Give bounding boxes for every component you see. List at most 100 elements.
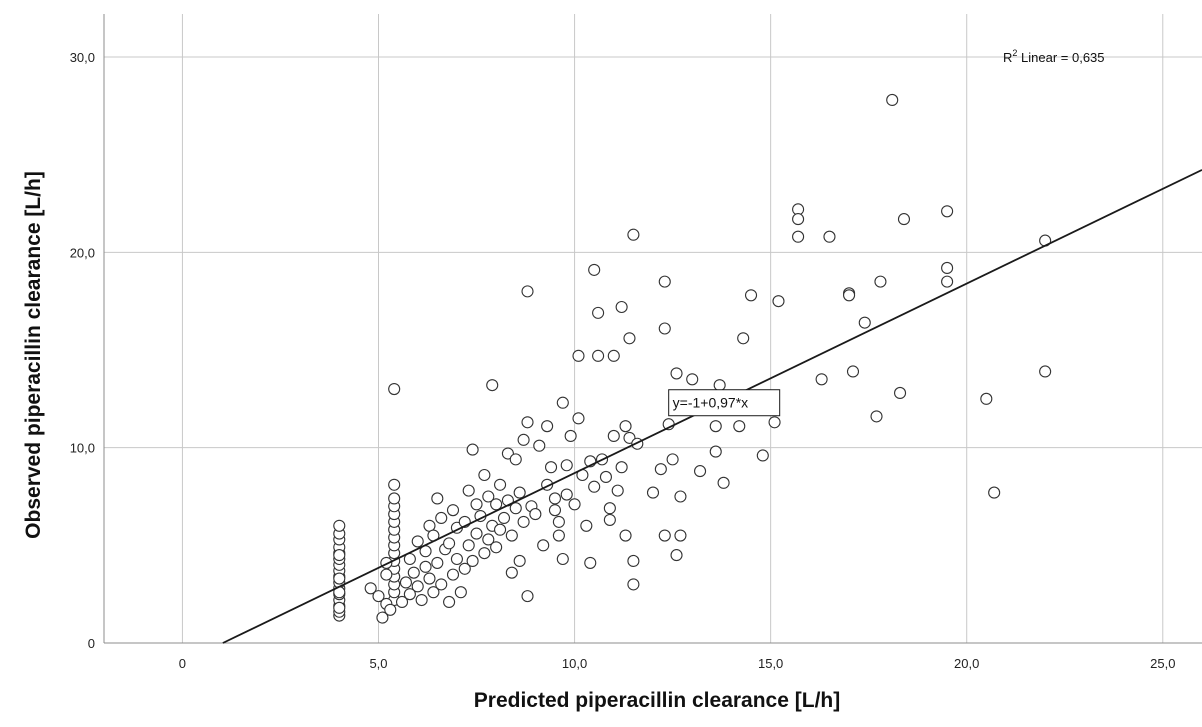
data-point	[623, 332, 636, 345]
data-point	[556, 396, 569, 409]
data-point	[709, 420, 722, 433]
data-point	[431, 492, 444, 505]
data-point	[435, 511, 448, 525]
data-point	[399, 576, 413, 589]
data-point	[470, 527, 483, 540]
data-point	[403, 588, 416, 601]
data-point	[537, 539, 550, 552]
data-point	[556, 552, 569, 566]
data-point	[533, 439, 546, 452]
data-point	[470, 498, 483, 511]
data-point	[858, 316, 871, 329]
data-point	[458, 562, 471, 575]
data-point	[435, 578, 448, 591]
data-point	[658, 275, 671, 288]
data-point	[674, 529, 687, 542]
data-point	[478, 468, 491, 482]
data-point	[427, 586, 440, 599]
data-point	[756, 449, 769, 462]
grid	[104, 14, 1202, 643]
data-point	[443, 537, 456, 550]
data-point	[713, 379, 726, 392]
data-point	[521, 416, 534, 429]
data-point	[560, 488, 573, 501]
data-point	[666, 453, 679, 466]
data-point	[607, 349, 620, 362]
data-point	[552, 529, 565, 542]
data-point	[588, 263, 601, 276]
data-point	[572, 412, 585, 425]
data-point	[603, 502, 616, 515]
data-point	[486, 379, 499, 392]
data-point	[454, 586, 467, 599]
equation-text: y=-1+0,97*x	[673, 395, 749, 411]
data-point	[658, 529, 671, 542]
data-point	[333, 601, 346, 614]
data-point	[792, 230, 805, 243]
data-point	[893, 386, 907, 400]
data-point	[415, 593, 428, 607]
data-point	[446, 568, 460, 581]
data-point	[670, 367, 683, 380]
data-point	[494, 478, 507, 491]
data-point	[372, 590, 385, 603]
data-point	[627, 578, 640, 591]
r-squared-label: R2 Linear = 0,635	[1003, 48, 1105, 65]
x-tick-label: 10,0	[562, 656, 587, 671]
data-point	[443, 595, 456, 609]
data-point	[462, 484, 475, 497]
data-point	[505, 566, 518, 579]
data-point	[462, 539, 475, 552]
data-point	[654, 463, 667, 476]
data-point	[521, 285, 534, 298]
x-tick-label: 5,0	[369, 656, 387, 671]
data-point	[548, 492, 562, 505]
y-tick-label: 10,0	[70, 441, 95, 456]
data-point	[552, 515, 565, 528]
data-point	[768, 416, 781, 429]
data-point	[584, 556, 597, 569]
data-point	[737, 332, 750, 345]
data-point	[380, 568, 393, 581]
y-tick-labels: 0 10,0 20,0 30,0	[70, 50, 95, 651]
data-point	[478, 547, 491, 560]
data-point	[607, 429, 620, 442]
data-point	[411, 580, 424, 593]
y-tick-label: 0	[88, 636, 95, 651]
data-point	[897, 213, 911, 226]
data-point	[709, 445, 722, 458]
data-point	[772, 295, 785, 308]
data-point	[466, 443, 479, 456]
data-point	[658, 322, 671, 335]
data-point	[611, 484, 624, 497]
data-point	[513, 486, 526, 499]
data-point	[627, 554, 640, 568]
data-point	[333, 549, 346, 562]
r2-rest: Linear = 0,635	[1017, 50, 1104, 65]
data-point	[541, 420, 554, 433]
r2-main: R	[1003, 50, 1012, 65]
data-points	[333, 93, 1052, 624]
data-point	[874, 275, 887, 288]
equation-box	[668, 389, 781, 417]
data-point	[513, 554, 526, 568]
data-point	[941, 205, 954, 218]
data-point	[395, 595, 409, 609]
data-point	[980, 392, 993, 405]
data-point	[941, 261, 954, 274]
data-point	[505, 529, 518, 542]
x-tick-label: 15,0	[758, 656, 783, 671]
data-point	[423, 572, 436, 585]
data-point	[509, 502, 522, 515]
data-point	[592, 349, 605, 362]
data-point	[568, 498, 581, 511]
data-point	[376, 611, 389, 624]
data-point	[744, 289, 758, 302]
data-point	[494, 523, 507, 536]
data-point	[627, 228, 640, 241]
data-point	[490, 541, 503, 554]
data-point	[615, 300, 628, 314]
data-point	[843, 289, 856, 302]
data-point	[619, 420, 632, 433]
data-point	[717, 476, 730, 489]
